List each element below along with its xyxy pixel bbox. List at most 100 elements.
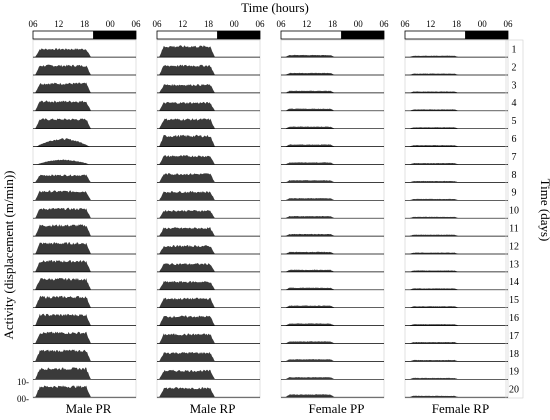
activity-profile-day-14 bbox=[35, 277, 91, 290]
panel-frame bbox=[156, 39, 261, 399]
activity-profile-day-18 bbox=[409, 359, 459, 362]
y-scale-label-bottom: 00- bbox=[17, 394, 29, 404]
day-label: 5 bbox=[512, 116, 517, 127]
panel-label: Female RP bbox=[432, 401, 489, 416]
activity-profile-day-9 bbox=[409, 198, 459, 201]
activity-profile-day-3 bbox=[159, 83, 215, 93]
activity-profile-day-6 bbox=[409, 145, 459, 147]
activity-profile-day-14 bbox=[285, 287, 335, 290]
day-label: 8 bbox=[512, 170, 517, 181]
activity-profile-day-19 bbox=[35, 367, 91, 380]
x-tick-label: 18 bbox=[204, 19, 214, 29]
day-label: 7 bbox=[512, 152, 517, 163]
activity-profile-day-5 bbox=[285, 126, 335, 129]
panel-label: Female PP bbox=[309, 401, 365, 416]
activity-profile-day-9 bbox=[159, 190, 215, 201]
activity-profile-day-15 bbox=[409, 306, 459, 308]
activity-profile-day-3 bbox=[35, 82, 91, 93]
activity-profile-day-12 bbox=[285, 251, 335, 254]
panel-frame bbox=[32, 39, 137, 399]
activity-profile-day-1 bbox=[159, 45, 215, 58]
activity-profile-day-6 bbox=[285, 144, 335, 147]
y-axis-label: Activity (displacement (m/min)) bbox=[1, 171, 16, 340]
panel-female-pp: 06 12 18 00 06 Female PP bbox=[277, 19, 390, 416]
activity-profile-day-12 bbox=[35, 242, 91, 254]
x-tick-label: 12 bbox=[178, 19, 187, 29]
activity-profile-day-2 bbox=[409, 73, 459, 75]
activity-profile-day-13 bbox=[159, 263, 215, 272]
activity-profile-day-11 bbox=[409, 234, 459, 237]
activity-profile-day-11 bbox=[35, 224, 91, 237]
day-label: 16 bbox=[509, 313, 519, 324]
activity-profile-day-20 bbox=[409, 395, 459, 398]
activity-profile-day-19 bbox=[409, 377, 459, 380]
x-tick-label: 12 bbox=[426, 19, 435, 29]
x-tick-label: 06 bbox=[153, 19, 163, 29]
x-tick-label: 06 bbox=[29, 19, 39, 29]
activity-profile-day-8 bbox=[159, 173, 215, 183]
day-label: 1 bbox=[512, 44, 517, 55]
activity-profile-day-4 bbox=[159, 101, 215, 111]
panel-frame bbox=[280, 39, 385, 399]
activity-profile-day-7 bbox=[285, 162, 335, 165]
day-label: 10 bbox=[509, 206, 519, 217]
activity-profile-day-13 bbox=[409, 270, 459, 272]
day-label: 17 bbox=[509, 331, 519, 342]
activity-profile-day-14 bbox=[409, 288, 459, 290]
activity-profile-day-4 bbox=[35, 100, 91, 111]
activity-profile-day-11 bbox=[159, 227, 215, 237]
activity-profile-day-16 bbox=[35, 313, 91, 326]
x-tick-label: 12 bbox=[54, 19, 63, 29]
activity-profile-day-5 bbox=[409, 127, 459, 129]
day-label: 14 bbox=[509, 277, 519, 288]
panel-label: Male PR bbox=[66, 401, 112, 416]
day-label: 11 bbox=[509, 223, 519, 234]
x-tick-label: 12 bbox=[302, 19, 311, 29]
x-tick-label: 06 bbox=[256, 19, 266, 29]
x-tick-label: 06 bbox=[504, 19, 514, 29]
activity-profile-day-8 bbox=[285, 180, 335, 183]
activity-profile-day-18 bbox=[35, 349, 91, 362]
activity-profile-day-1 bbox=[35, 48, 91, 58]
x-tick-label: 06 bbox=[401, 19, 411, 29]
activity-profile-day-3 bbox=[409, 91, 459, 93]
activity-profile-day-1 bbox=[409, 55, 459, 58]
day-label: 6 bbox=[512, 134, 517, 145]
x-tick-label: 00 bbox=[354, 19, 364, 29]
activity-profile-day-16 bbox=[159, 315, 215, 326]
activity-profile-day-13 bbox=[285, 269, 335, 272]
day-label: 2 bbox=[512, 62, 517, 73]
chart-title: Time (hours) bbox=[241, 0, 309, 15]
day-label: 9 bbox=[512, 188, 517, 199]
panel-male-rp: 06 12 18 00 06 Male RP bbox=[153, 19, 266, 416]
activity-profile-day-15 bbox=[285, 305, 335, 308]
panel-frame bbox=[404, 39, 509, 399]
activity-profile-day-2 bbox=[285, 72, 335, 75]
activity-profile-day-5 bbox=[159, 118, 215, 129]
x-tick-label: 00 bbox=[106, 19, 116, 29]
activity-profile-day-15 bbox=[35, 295, 91, 308]
dark-phase-bar bbox=[93, 31, 136, 39]
activity-profile-day-1 bbox=[285, 54, 335, 58]
day-label: 15 bbox=[509, 295, 519, 306]
day-label: 13 bbox=[509, 259, 519, 270]
x-tick-label: 06 bbox=[380, 19, 390, 29]
day-label-frame bbox=[505, 39, 524, 399]
day-label: 4 bbox=[512, 98, 517, 109]
activity-profile-day-20 bbox=[159, 387, 215, 398]
activity-profile-day-7 bbox=[409, 163, 459, 165]
activity-profile-day-6 bbox=[159, 134, 215, 147]
activity-profile-day-17 bbox=[159, 333, 215, 344]
activity-profile-day-15 bbox=[159, 297, 215, 308]
activity-profile-day-18 bbox=[159, 352, 215, 362]
activity-profile-day-11 bbox=[285, 233, 335, 237]
x-tick-label: 00 bbox=[478, 19, 488, 29]
day-label: 3 bbox=[512, 80, 517, 91]
activity-profile-day-20 bbox=[35, 385, 91, 398]
y-scale-label-top: 10- bbox=[17, 377, 29, 387]
activity-profile-day-3 bbox=[285, 90, 335, 93]
panel-male-pr: 06 12 18 00 06 Male PR bbox=[29, 19, 142, 416]
